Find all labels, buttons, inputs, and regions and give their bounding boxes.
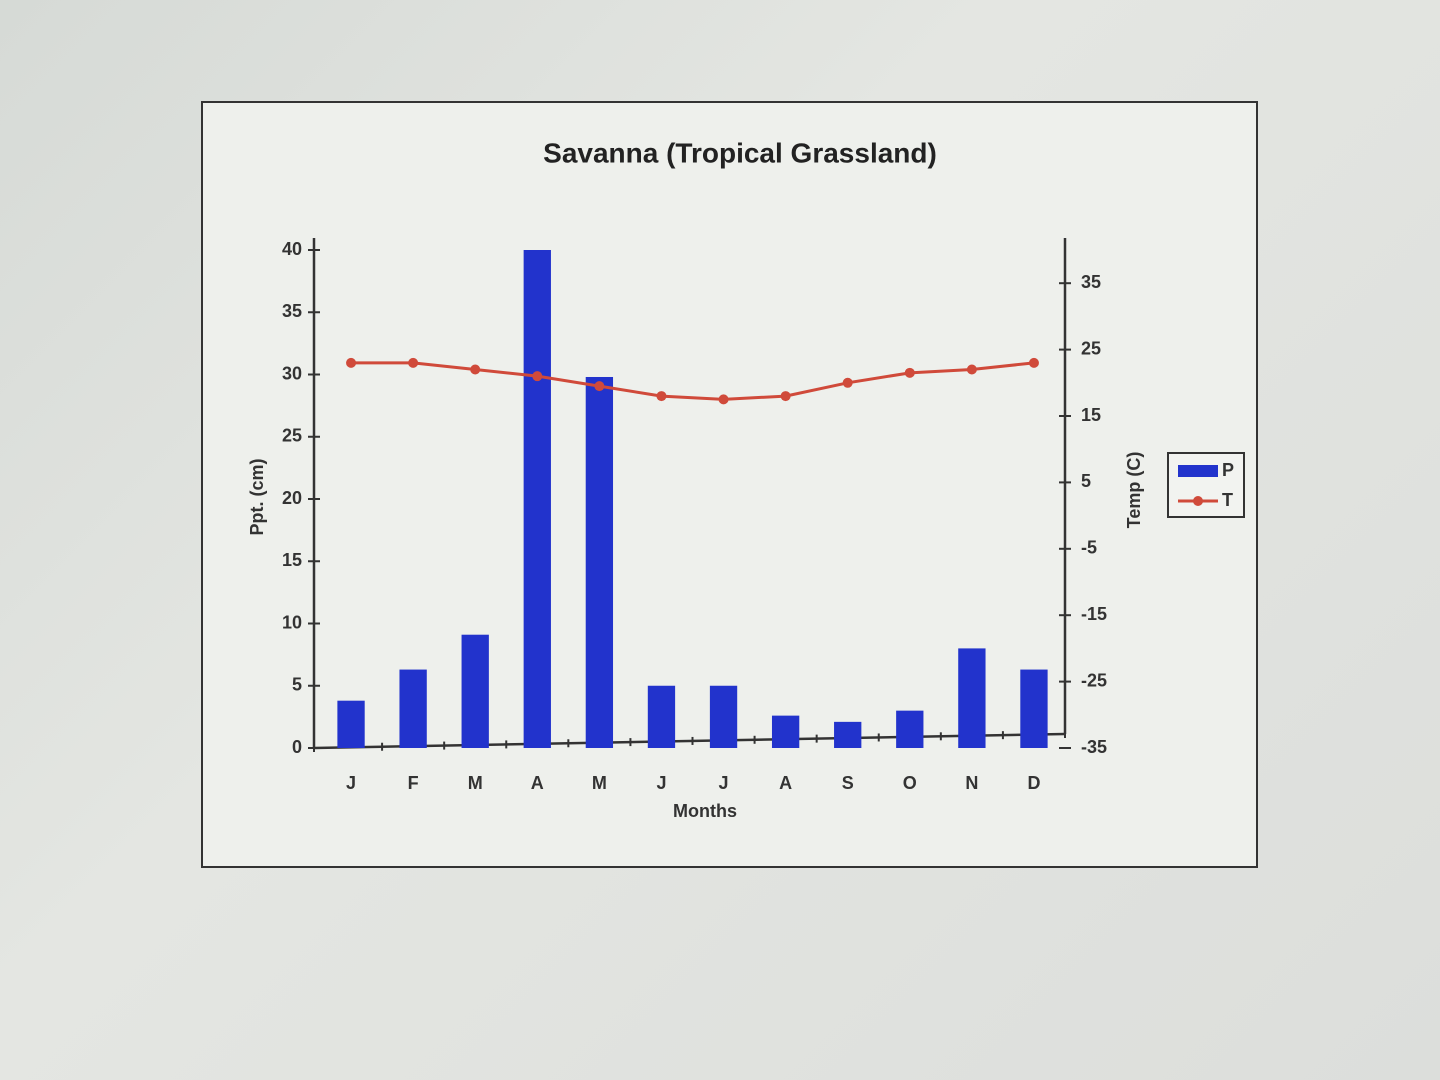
x-axis-label: Months [673, 801, 737, 821]
bar [461, 634, 489, 748]
bar [771, 715, 800, 748]
line-marker [904, 367, 915, 378]
bar [337, 700, 365, 748]
x-tick-label: M [468, 773, 483, 793]
line-marker [780, 391, 791, 402]
line-marker [842, 377, 853, 388]
y-tick-label: 40 [282, 239, 302, 259]
line-marker [594, 381, 605, 392]
bar [709, 685, 738, 748]
y-tick-label: 35 [282, 301, 302, 321]
x-tick-label: M [592, 773, 607, 793]
legend-marker [1193, 496, 1203, 506]
y-tick-label: 5 [292, 675, 302, 695]
legend-label: P [1222, 460, 1234, 480]
y2-tick-label: -5 [1081, 538, 1097, 558]
y-tick-label: 20 [282, 488, 302, 508]
line-marker [408, 357, 419, 368]
line-marker [346, 357, 357, 368]
y-axis-label: Ppt. (cm) [247, 458, 267, 535]
line-marker [470, 364, 481, 375]
y2-tick-label: 25 [1081, 338, 1101, 358]
y2-tick-label: 5 [1081, 471, 1091, 491]
chart-title: Savanna (Tropical Grassland) [543, 137, 937, 168]
x-tick-label: A [779, 773, 792, 793]
x-tick-label: O [903, 773, 917, 793]
y2-tick-label: -15 [1081, 604, 1107, 624]
bar [399, 669, 427, 748]
legend-swatch [1178, 465, 1218, 477]
bar [896, 710, 924, 748]
line [351, 361, 1035, 401]
line-marker [1028, 357, 1039, 368]
y-tick-label: 15 [282, 550, 302, 570]
y-tick-label: 30 [282, 363, 302, 383]
line-marker [966, 364, 977, 375]
bar [647, 685, 676, 748]
y-tick-label: 25 [282, 426, 302, 446]
line-marker [718, 394, 729, 405]
y2-tick-label: -35 [1081, 737, 1107, 757]
x-tick-label: A [531, 773, 544, 793]
line-marker [656, 391, 667, 402]
legend-box [1167, 452, 1245, 518]
y2-tick-label: 35 [1081, 272, 1101, 292]
bar [523, 250, 551, 748]
x-tick-label: S [842, 773, 854, 793]
x-tick-label: J [656, 773, 666, 793]
y2-axis-label: Temp (C) [1124, 452, 1144, 529]
legend-label: T [1222, 490, 1233, 510]
bar [1020, 669, 1048, 748]
y2-tick-label: -25 [1081, 670, 1107, 690]
x-tick-label: D [1027, 773, 1040, 793]
line-marker [532, 371, 543, 382]
x-tick-label: J [719, 773, 729, 793]
x-tick-label: N [965, 773, 978, 793]
y-tick-label: 10 [282, 612, 302, 632]
bar [958, 648, 986, 748]
y-tick-label: 0 [292, 737, 302, 757]
bar [834, 721, 862, 748]
x-tick-label: F [408, 773, 419, 793]
x-tick-label: J [346, 773, 356, 793]
y2-tick-label: 15 [1081, 405, 1101, 425]
bar [585, 376, 614, 748]
